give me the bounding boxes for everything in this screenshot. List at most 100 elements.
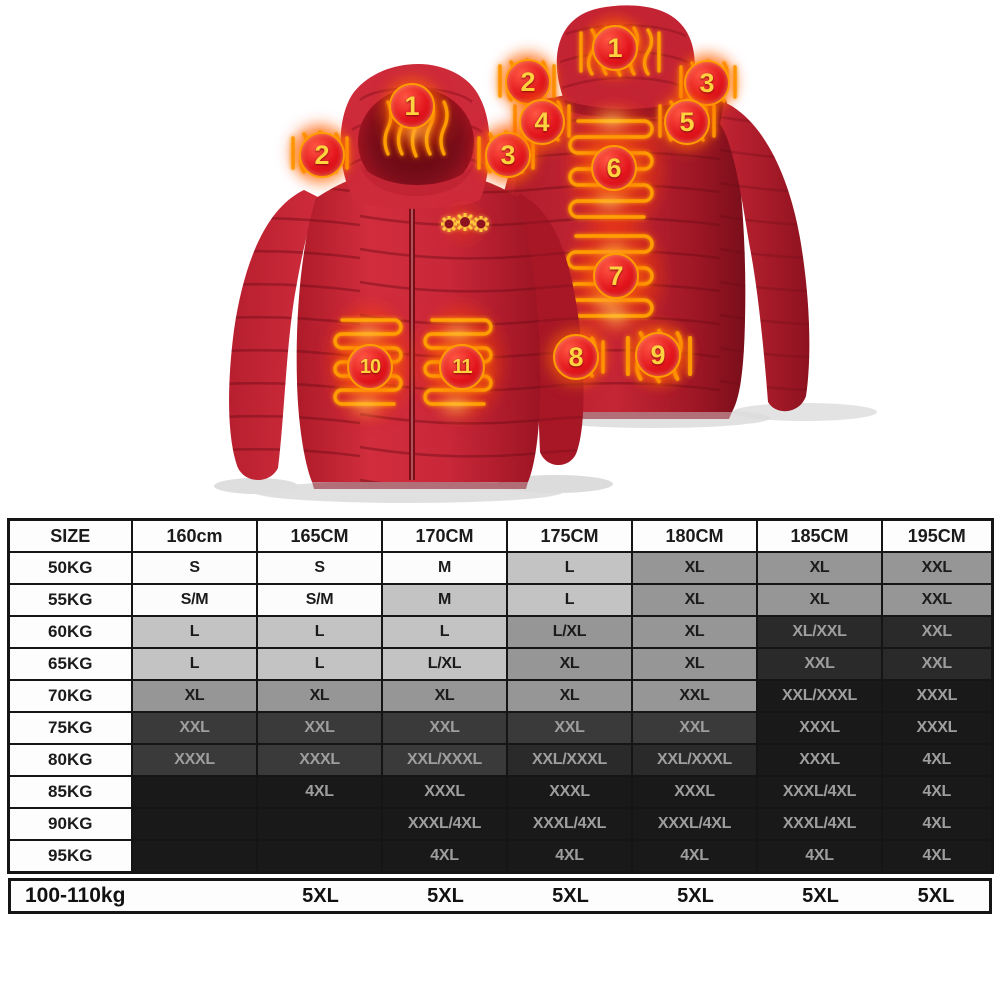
size-cell: XL — [631, 551, 758, 585]
size-cell: S/M — [131, 583, 258, 617]
size-cell: L — [506, 551, 633, 585]
size-row: 75KG XXL XXL XXL XXL XXL XXXL XXXL — [7, 711, 993, 745]
size-row: 65KG L L L/XL XL XL XXL XXL — [7, 647, 993, 681]
size-cell — [256, 839, 383, 874]
col-header-height: 175CM — [506, 518, 633, 553]
size-cell: L — [256, 647, 383, 681]
heat-zone-badge-back-2: 2 — [505, 59, 551, 105]
size-row: 95KG 4XL 4XL 4XL 4XL 4XL — [7, 839, 993, 874]
col-header-height: 180CM — [631, 518, 758, 553]
size-cell: S — [256, 551, 383, 585]
size-cell: XXXL — [631, 775, 758, 809]
footer-size-cell: 5XL — [917, 884, 955, 907]
size-cell — [131, 807, 258, 841]
size-cell: XXL — [881, 583, 993, 617]
size-row: 70KG XL XL XL XL XXL XXL/XXXL XXXL — [7, 679, 993, 713]
size-cell: XL — [506, 647, 633, 681]
size-cell: 4XL — [881, 807, 993, 841]
size-cell: 4XL — [631, 839, 758, 874]
row-header-weight: 65KG — [7, 647, 133, 681]
heat-zone-badge-front-10: 10 — [347, 344, 393, 390]
size-cell: 4XL — [881, 775, 993, 809]
row-header-weight: 60KG — [7, 615, 133, 649]
size-cell: S/M — [256, 583, 383, 617]
size-cell: XL — [756, 583, 883, 617]
size-cell: XXXL/4XL — [506, 807, 633, 841]
size-cell: L — [256, 615, 383, 649]
row-header-weight: 75KG — [7, 711, 133, 745]
size-chart-footer-row: 100-110kg 5XL 5XL 5XL 5XL 5XL 5XL — [8, 878, 992, 914]
size-cell: XXXL — [381, 775, 508, 809]
size-cell: XL — [506, 679, 633, 713]
size-cell: 4XL — [381, 839, 508, 874]
col-header-size: SIZE — [7, 518, 133, 553]
size-row: 50KG S S M L XL XL XXL — [7, 551, 993, 585]
size-cell: XXL — [881, 647, 993, 681]
heat-zone-badge-back-8: 8 — [553, 334, 599, 380]
size-cell: L/XL — [506, 615, 633, 649]
size-cell: XXL — [881, 615, 993, 649]
size-cell: XXXL/4XL — [756, 807, 883, 841]
size-cell: XXL — [381, 711, 508, 745]
size-row: 55KG S/M S/M M L XL XL XXL — [7, 583, 993, 617]
footer-size-cell: 5XL — [677, 884, 714, 907]
heat-zone-badge-back-4: 4 — [519, 99, 565, 145]
heat-zone-badge-back-5: 5 — [664, 99, 710, 145]
footer-size-cell: 5XL — [427, 884, 464, 907]
size-cell: XXXL — [506, 775, 633, 809]
size-cell: XL — [631, 615, 758, 649]
size-cell: XL — [256, 679, 383, 713]
size-cell — [256, 807, 383, 841]
size-cell: L — [381, 615, 508, 649]
heat-zone-badge-back-7: 7 — [593, 253, 639, 299]
size-cell: XXXL — [756, 743, 883, 777]
size-cell: XXL — [131, 711, 258, 745]
footer-weight-label: 100-110kg — [25, 884, 126, 907]
size-cell: M — [381, 551, 508, 585]
col-header-height: 170CM — [381, 518, 508, 553]
size-row: 85KG 4XL XXXL XXXL XXXL XXXL/4XL 4XL — [7, 775, 993, 809]
size-row: 80KG XXXL XXXL XXL/XXXL XXL/XXXL XXL/XXXL XXXL… — [7, 743, 993, 777]
size-cell: 4XL — [256, 775, 383, 809]
size-cell: XXXL/4XL — [631, 807, 758, 841]
size-cell: XXXL — [881, 679, 993, 713]
size-row: 90KG XXXL/4XL XXXL/4XL XXXL/4XL XXXL/4XL 4XL — [7, 807, 993, 841]
size-cell: XXXL — [256, 743, 383, 777]
heat-zone-badge-front-11: 11 — [439, 344, 485, 390]
col-header-height: 165CM — [256, 518, 383, 553]
col-header-height: 160cm — [131, 518, 258, 553]
size-cell: S — [131, 551, 258, 585]
size-cell — [131, 775, 258, 809]
size-cell: XXXL/4XL — [381, 807, 508, 841]
size-cell: L/XL — [381, 647, 508, 681]
row-header-weight: 80KG — [7, 743, 133, 777]
heat-zone-badge-front-1: 1 — [389, 83, 435, 129]
col-header-height: 185CM — [756, 518, 883, 553]
size-cell: XXXL — [881, 711, 993, 745]
size-cell: L — [506, 583, 633, 617]
size-cell: M — [381, 583, 508, 617]
heat-zone-badge-back-3: 3 — [684, 60, 730, 106]
size-cell: XL/XXL — [756, 615, 883, 649]
size-cell: XL — [381, 679, 508, 713]
size-cell: XXL/XXXL — [756, 679, 883, 713]
footer-size-cell: 5XL — [802, 884, 839, 907]
size-cell: XXXL/4XL — [756, 775, 883, 809]
size-cell — [131, 839, 258, 874]
size-cell: XXL — [506, 711, 633, 745]
heat-zone-badge-back-1: 1 — [592, 25, 638, 71]
size-chart-table: SIZE 160cm 165CM 170CM 175CM 180CM 185CM 195CM … — [6, 518, 994, 874]
row-header-weight: 90KG — [7, 807, 133, 841]
col-header-height: 195CM — [881, 518, 993, 553]
size-cell: XXXL — [131, 743, 258, 777]
size-cell: XXL/XXXL — [506, 743, 633, 777]
size-cell: XL — [756, 551, 883, 585]
row-header-weight: 85KG — [7, 775, 133, 809]
row-header-weight: 70KG — [7, 679, 133, 713]
size-cell: XXL — [631, 711, 758, 745]
size-cell: XXL/XXXL — [381, 743, 508, 777]
heat-zone-badge-back-9: 9 — [635, 332, 681, 378]
jacket-illustration — [214, 5, 877, 503]
size-cell: 4XL — [756, 839, 883, 874]
size-cell: 4XL — [506, 839, 633, 874]
